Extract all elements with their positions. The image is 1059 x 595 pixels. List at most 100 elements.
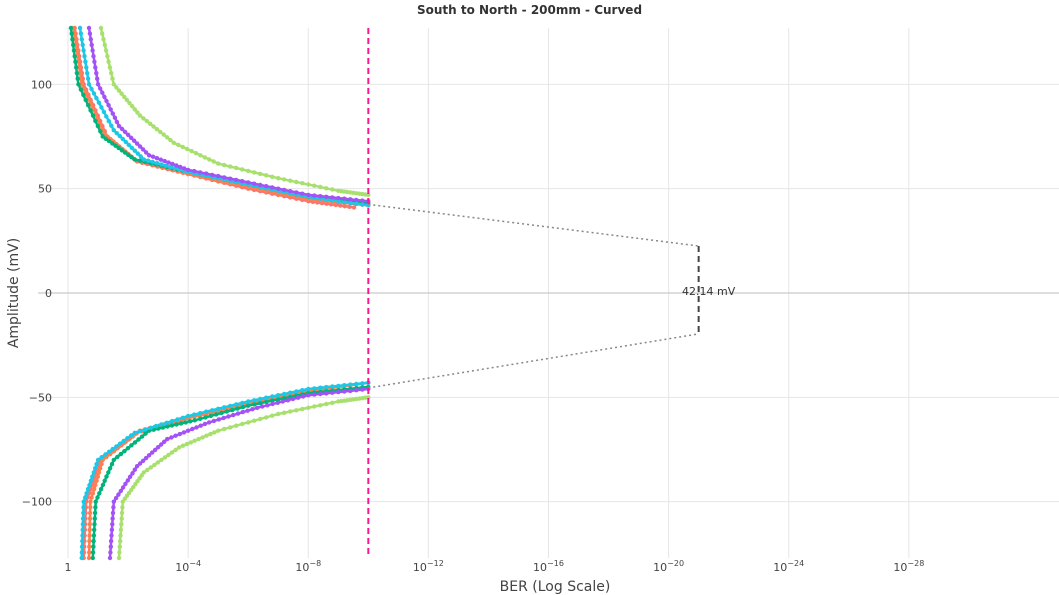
series-point [162,455,168,460]
series-point [300,181,305,186]
series-point [111,505,116,510]
series-line-upper [99,27,369,197]
series-point [106,118,112,124]
series-point [216,428,221,433]
series-point [95,457,101,463]
series-point [270,394,275,399]
series-point [77,65,82,70]
series-point [174,163,179,168]
series-point [130,104,135,109]
series-point [80,527,85,532]
series-point [170,161,175,167]
series-point [342,199,347,205]
series-point [79,37,85,42]
series-point [198,170,203,175]
series-point [234,402,239,407]
series-point [258,396,263,402]
series-point [264,415,269,420]
series-point [110,522,115,527]
series-point [173,447,178,453]
series-point [84,65,89,70]
series-point [180,415,185,420]
x-tick-label: 1 [65,561,72,574]
series-point [117,550,122,555]
x-tick-label: 10−8 [295,559,321,574]
series-point [202,421,208,427]
series-point [306,386,311,392]
series-point [73,59,78,64]
series-point [246,180,251,185]
series-point [108,107,113,112]
series-point [324,194,329,199]
series-point [87,510,93,516]
series-point [93,505,98,510]
series-point [294,408,299,413]
series-point [200,435,205,440]
series-point [324,401,329,407]
series-point [137,144,143,149]
series-point [113,495,119,501]
series-point [108,550,113,555]
series-point [107,555,113,561]
series-point [270,174,275,179]
x-tick-label: 10−4 [175,559,201,574]
series-point [118,527,124,532]
series-point [140,458,146,463]
series-point [87,522,93,527]
series-point [102,42,108,48]
series-point [192,418,197,423]
series-line-upper [87,27,369,203]
series-point [185,413,191,419]
series-point [159,162,164,167]
series-point [211,159,216,164]
series-point [117,441,123,446]
series-point [163,163,169,168]
series-point [87,31,93,36]
eye-extrapolation: 42.14 mV [368,203,736,389]
series-point [118,451,124,457]
series-point [86,555,92,561]
series-point [270,398,275,403]
series-point [128,433,134,438]
series-point [189,148,194,154]
series-point [78,87,84,92]
series-point [80,42,85,48]
series-point [95,474,101,479]
series-point [178,421,184,426]
series-point [111,457,117,463]
series-point [360,202,365,207]
series-point [126,142,131,148]
series-point [116,88,122,93]
series-point [234,165,239,171]
series-point [158,129,163,135]
series-point [118,488,124,494]
series-point [235,406,240,411]
series-point [119,510,125,516]
series-point [354,381,359,387]
series-point [95,82,101,87]
y-tick-label: −100 [22,496,52,509]
series-point [211,418,217,424]
series-point [74,65,79,70]
series-point [93,482,98,488]
series-point [87,538,92,544]
series-point [258,416,263,422]
series-point [312,404,317,409]
series-point [104,114,109,119]
series-point [88,505,93,510]
series-point [109,527,115,532]
series-point [222,426,227,432]
series-point [100,31,105,36]
series-point [135,151,140,156]
y-tick-label: 0 [45,287,52,300]
series-point [165,436,170,442]
series-point [240,404,246,410]
series-point [161,132,166,137]
series-point [152,447,158,453]
series-point [148,425,153,430]
series-point [80,533,85,538]
series-point [270,401,275,407]
series-point [366,395,371,400]
series-point [87,516,93,521]
